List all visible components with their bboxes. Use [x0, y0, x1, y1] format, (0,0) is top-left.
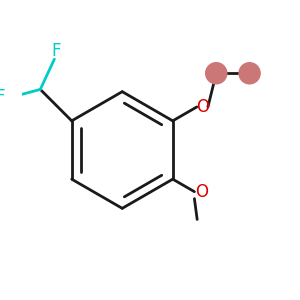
- Text: F: F: [0, 88, 5, 106]
- Text: O: O: [195, 183, 208, 201]
- Text: F: F: [51, 42, 61, 60]
- Circle shape: [239, 63, 260, 84]
- Text: O: O: [196, 98, 209, 116]
- Circle shape: [206, 63, 227, 84]
